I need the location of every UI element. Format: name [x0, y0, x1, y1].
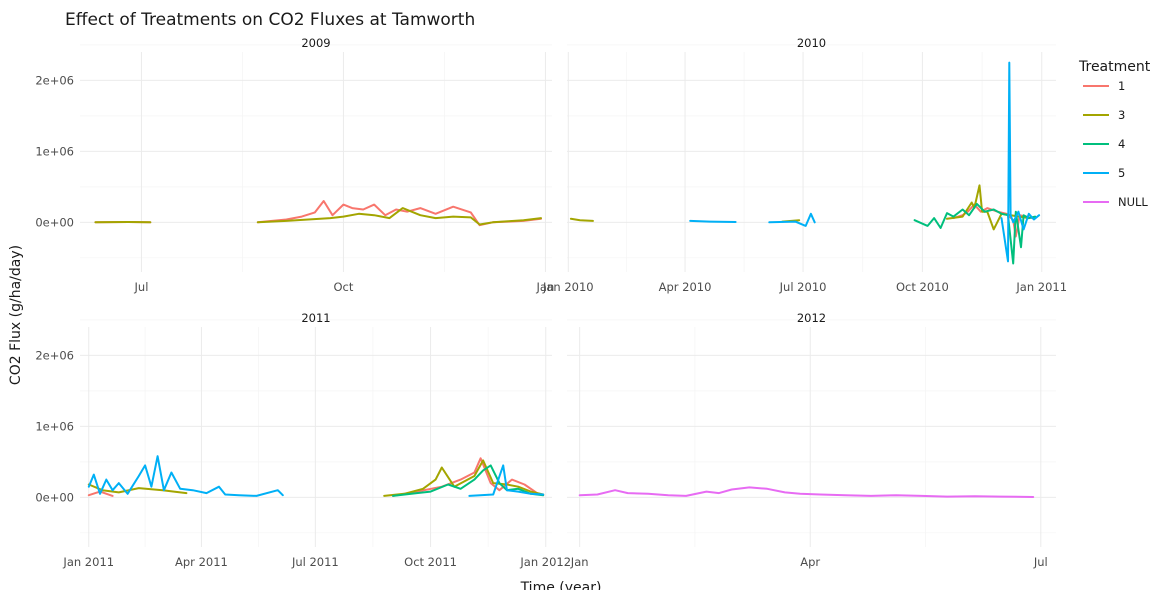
- panel-2010: Jan 2010 Apr 2010 Jul 2010 Oct 2010 Jan 2011…: [542, 36, 1067, 294]
- x-tick-label: Jan: [536, 280, 555, 294]
- facet-strip-label: 2012: [797, 311, 826, 325]
- x-tick-label: Jan 2012: [519, 555, 571, 569]
- y-tick-label: 2e+06: [35, 348, 74, 362]
- legend-label-4: 4: [1118, 137, 1125, 151]
- y-axis-label: CO2 Flux (g/ha/day): [8, 245, 24, 385]
- y-tick-label: 1e+06: [35, 419, 74, 433]
- facet-strip-label: 2011: [301, 311, 330, 325]
- x-tick-label: Apr 2010: [659, 280, 712, 294]
- x-axis-label: Time (year): [520, 580, 602, 590]
- legend-label-1: 1: [1118, 79, 1125, 93]
- x-tick-label: Jan 2011: [1015, 280, 1067, 294]
- facet-strip-label: 2010: [797, 36, 826, 50]
- facet-strip-label: 2009: [301, 36, 330, 50]
- x-tick-label: Oct 2010: [896, 280, 949, 294]
- series-line-treatment-1: [94, 200, 542, 227]
- series-line-treatment-3: [94, 207, 542, 226]
- y-tick-label: 0e+00: [35, 215, 74, 229]
- legend-label-NULL: NULL: [1118, 195, 1148, 209]
- x-tick-label: Jan 2010: [542, 280, 594, 294]
- legend-label-5: 5: [1118, 166, 1125, 180]
- panel-2009: Jul Oct Jan 0e+00 1e+06 2e+06 2009: [35, 36, 554, 294]
- series-line-treatment-5: [689, 61, 1041, 263]
- y-tick-label: 1e+06: [35, 144, 74, 158]
- legend: Treatment 1 3 4 5 NULL: [1078, 59, 1151, 209]
- series-line-treatment-4: [392, 464, 545, 497]
- x-tick-label: Apr: [800, 555, 820, 569]
- x-tick-label: Jul: [1033, 555, 1048, 569]
- series-line-treatment-4: [913, 202, 1037, 265]
- x-tick-label: Jan: [570, 555, 589, 569]
- panel-2011: Jan 2011 Apr 2011 Jul 2011 Oct 2011 Jan 2012…: [35, 311, 571, 569]
- x-tick-label: Oct: [333, 280, 353, 294]
- chart-title: Effect of Treatments on CO2 Fluxes at Ta…: [65, 10, 475, 30]
- facet-panels: Jul Oct Jan 0e+00 1e+06 2e+06 2009 Jan 2010 Apr …: [35, 36, 1067, 569]
- x-tick-label: Jul 2010: [779, 280, 827, 294]
- x-tick-label: Apr 2011: [175, 555, 228, 569]
- legend-title: Treatment: [1078, 59, 1151, 75]
- y-tick-label: 0e+00: [35, 490, 74, 504]
- y-tick-label: 2e+06: [35, 73, 74, 87]
- series-line-treatment-NULL: [578, 486, 1035, 498]
- x-tick-label: Oct 2011: [404, 555, 457, 569]
- x-tick-label: Jul: [134, 280, 149, 294]
- panel-2012: Jan Apr Jul 2012: [567, 311, 1056, 569]
- x-tick-label: Jul 2011: [291, 555, 339, 569]
- x-tick-label: Jan 2011: [62, 555, 114, 569]
- series-line-treatment-5: [87, 455, 545, 497]
- legend-label-3: 3: [1118, 108, 1125, 122]
